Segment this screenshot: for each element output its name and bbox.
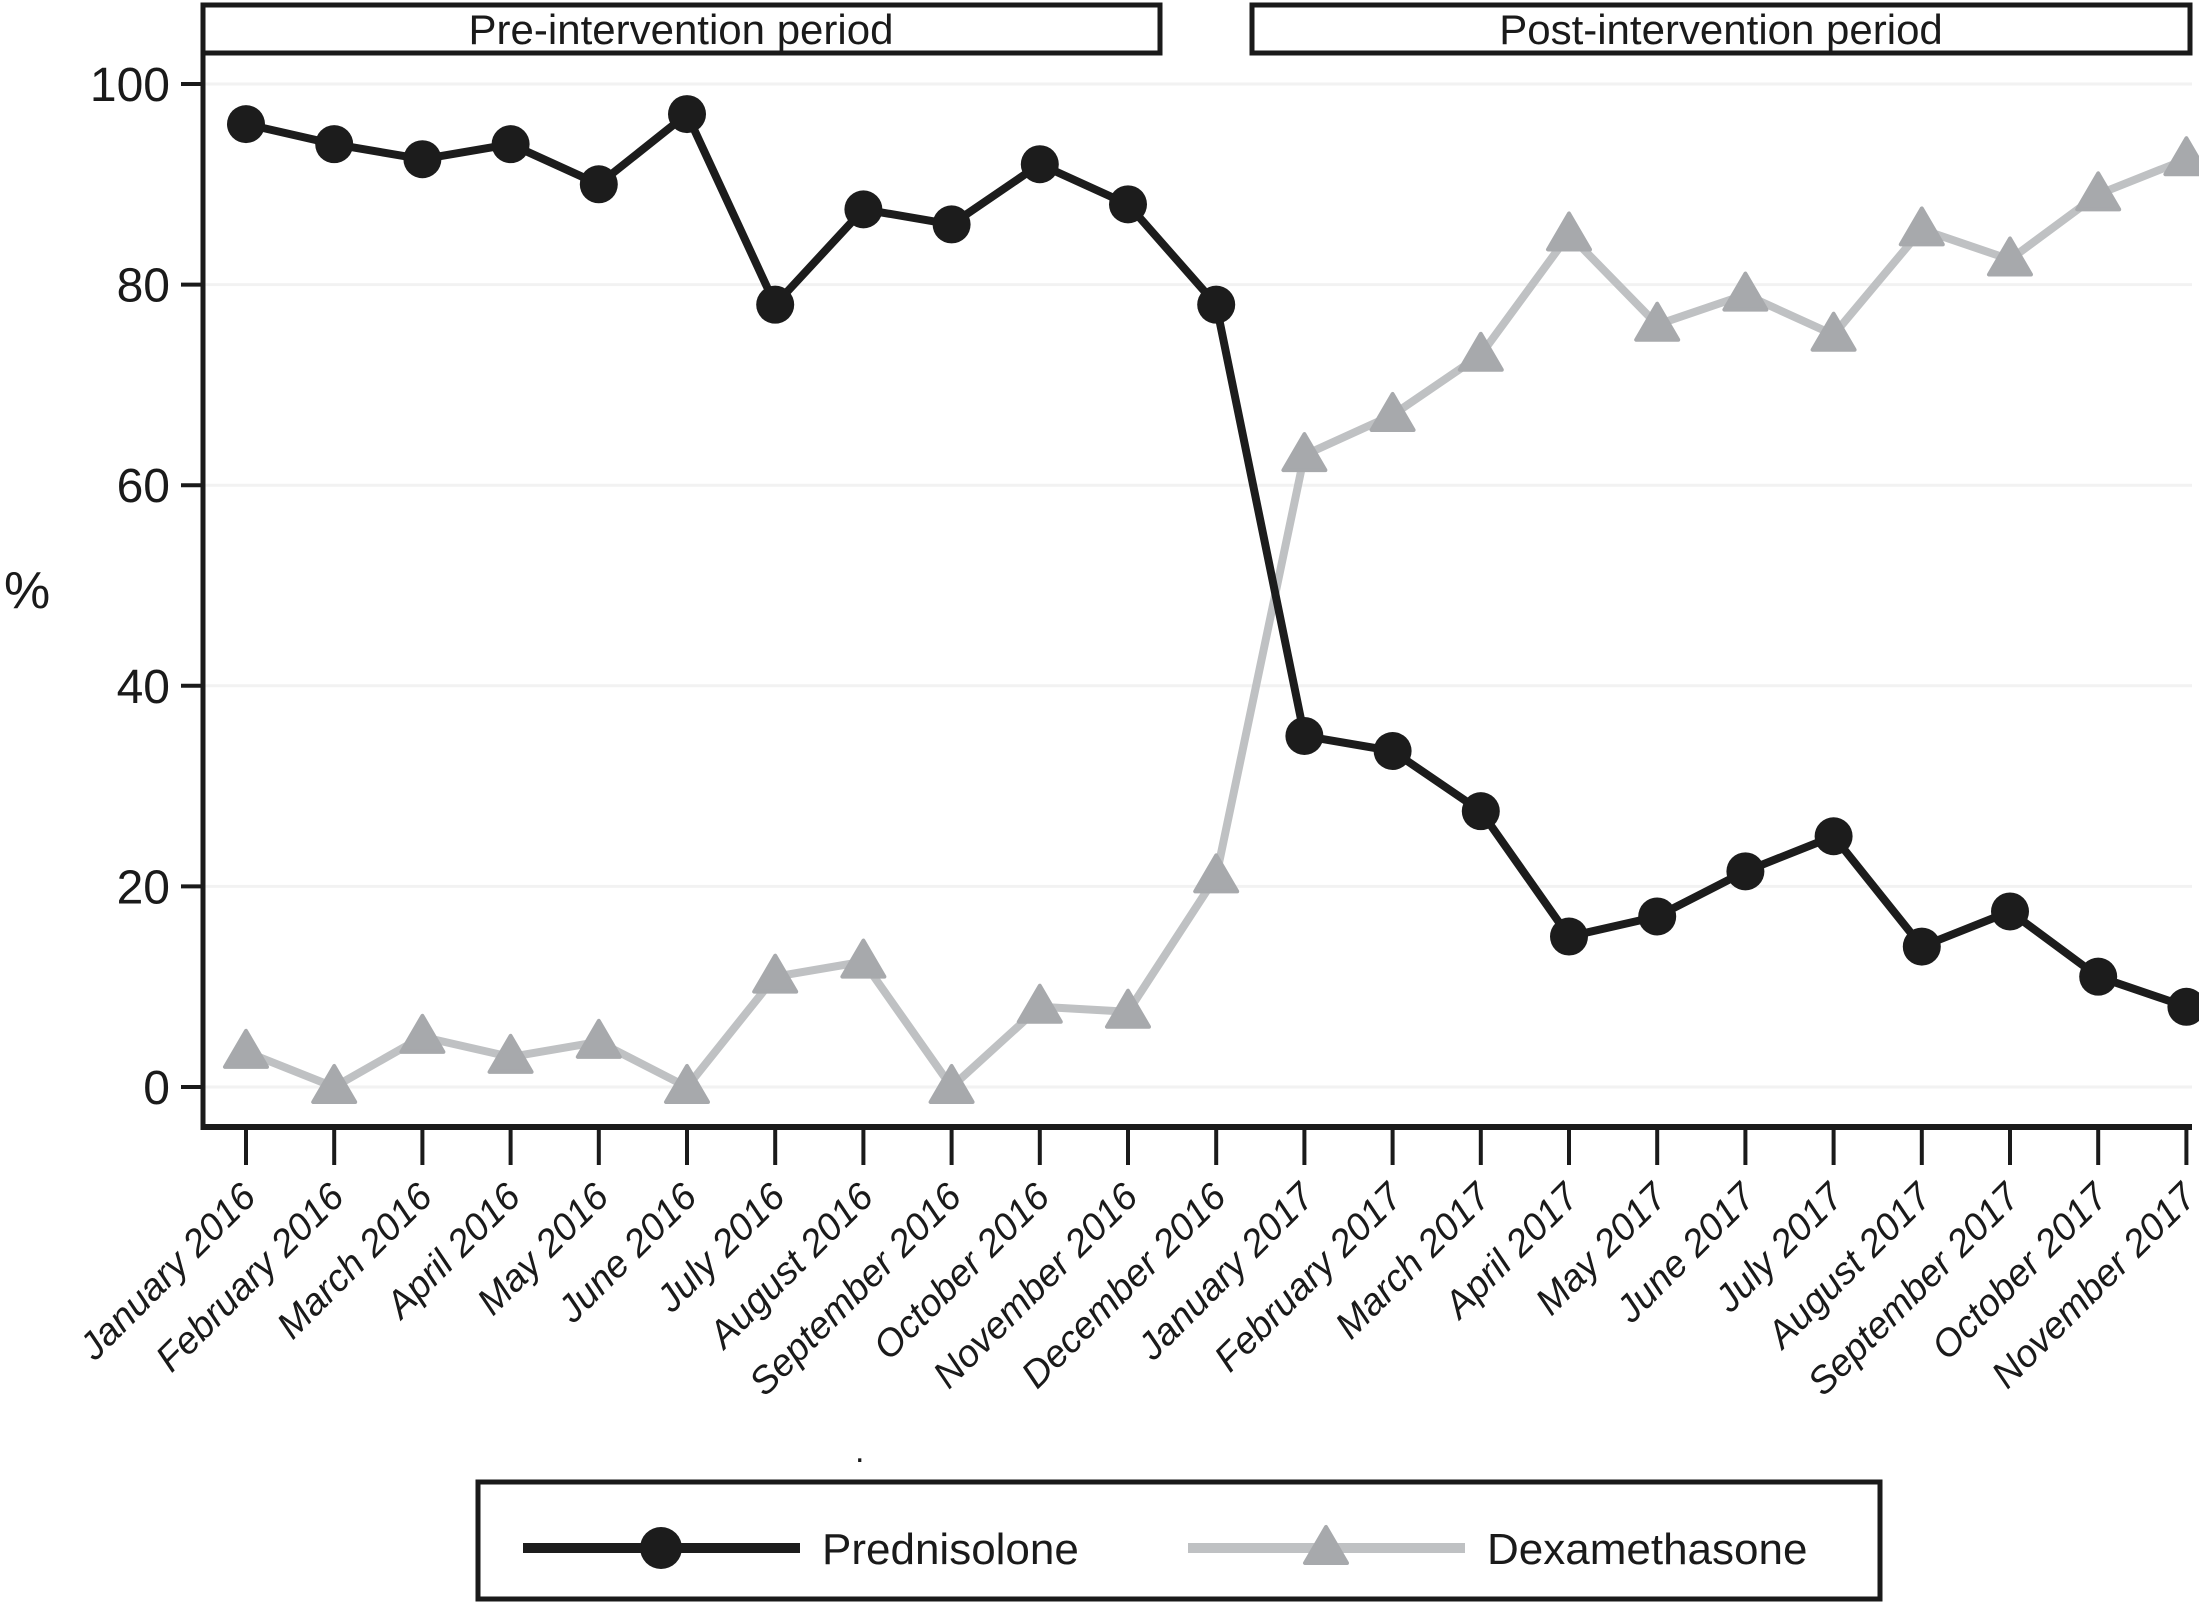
data-point-prednisolone: [1197, 285, 1236, 324]
data-point-prednisolone: [1285, 716, 1324, 755]
data-point-dexamethasone: [1634, 301, 1681, 342]
data-point-dexamethasone: [1546, 211, 1592, 252]
data-point-dexamethasone: [311, 1064, 358, 1104]
legend-label-prednisolone: Prednisolone: [822, 1525, 1079, 1574]
pre-intervention-label: Pre-intervention period: [469, 6, 894, 53]
legend-marker-triangle: [1303, 1525, 1349, 1565]
axes: [200, 3, 2192, 1130]
data-point-dexamethasone: [1722, 271, 1769, 312]
y-tick-label-0: 0: [143, 1062, 170, 1115]
data-point-dexamethasone: [664, 1064, 710, 1104]
data-point-dexamethasone: [928, 1064, 975, 1104]
data-point-dexamethasone: [1281, 432, 1328, 473]
data-point-dexamethasone: [2163, 136, 2199, 177]
data-point-dexamethasone: [575, 1018, 622, 1059]
y-tick-label-80: 80: [117, 260, 170, 313]
data-point-prednisolone: [1109, 185, 1147, 224]
data-point-dexamethasone: [1810, 311, 1857, 352]
stray-dot-mark: .: [855, 1432, 864, 1470]
data-point-prednisolone: [932, 205, 971, 244]
post-intervention-label: Post-intervention period: [1499, 6, 1943, 53]
data-point-prednisolone: [1991, 892, 2029, 931]
data-point-prednisolone: [403, 140, 442, 179]
legend-marker-circle: [640, 1527, 682, 1569]
pre-intervention-box: [200, 2, 1163, 56]
series-markers-dexamethasone: [223, 136, 2199, 1104]
data-point-prednisolone: [1814, 817, 1853, 856]
legend: Prednisolone Dexamethasone: [475, 1479, 1883, 1602]
data-point-prednisolone: [668, 95, 706, 134]
y-axis-title: %: [4, 562, 50, 620]
data-point-dexamethasone: [1898, 206, 1945, 247]
data-point-dexamethasone: [487, 1033, 534, 1074]
data-point-dexamethasone: [1457, 331, 1504, 372]
data-point-dexamethasone: [1987, 236, 2033, 277]
legend-label-dexamethasone: Dexamethasone: [1487, 1525, 1807, 1574]
y-tick-label-20: 20: [117, 861, 170, 914]
data-point-prednisolone: [491, 125, 530, 164]
data-point-prednisolone: [756, 285, 795, 324]
data-point-dexamethasone: [399, 1013, 446, 1054]
y-axis-ticks: 0 20 40 60 80 100: [90, 59, 203, 1115]
data-point-dexamethasone: [1105, 988, 1151, 1029]
period-boxes: Pre-intervention period Post-intervention…: [200, 2, 2193, 56]
data-point-dexamethasone: [2075, 171, 2122, 212]
data-point-prednisolone: [1550, 917, 1588, 956]
y-tick-label-60: 60: [117, 460, 170, 513]
data-point-prednisolone: [1902, 927, 1941, 966]
data-point-prednisolone: [1638, 897, 1677, 936]
data-point-prednisolone: [1373, 731, 1412, 770]
data-point-dexamethasone: [1369, 391, 1416, 432]
data-point-prednisolone: [1020, 145, 1059, 184]
data-point-dexamethasone: [840, 938, 887, 979]
data-point-prednisolone: [1461, 792, 1500, 831]
data-point-prednisolone: [315, 125, 354, 164]
y-tick-label-40: 40: [117, 661, 170, 714]
y-tick-label-100: 100: [90, 59, 170, 112]
data-point-prednisolone: [579, 165, 618, 204]
legend-box: [475, 1479, 1883, 1602]
data-point-dexamethasone: [223, 1028, 269, 1069]
post-intervention-box: [1249, 2, 2193, 56]
series-markers-prednisolone: [227, 95, 2199, 1026]
data-point-prednisolone: [844, 190, 883, 229]
data-point-dexamethasone: [1016, 983, 1063, 1024]
data-point-prednisolone: [1726, 852, 1765, 891]
data-point-prednisolone: [227, 105, 265, 144]
series-lines: [242, 110, 2191, 1091]
data-point-prednisolone: [2167, 987, 2199, 1026]
data-point-dexamethasone: [752, 953, 799, 994]
data-point-prednisolone: [2079, 957, 2118, 996]
gridlines: [203, 82, 2192, 1089]
data-point-dexamethasone: [1193, 853, 1240, 894]
